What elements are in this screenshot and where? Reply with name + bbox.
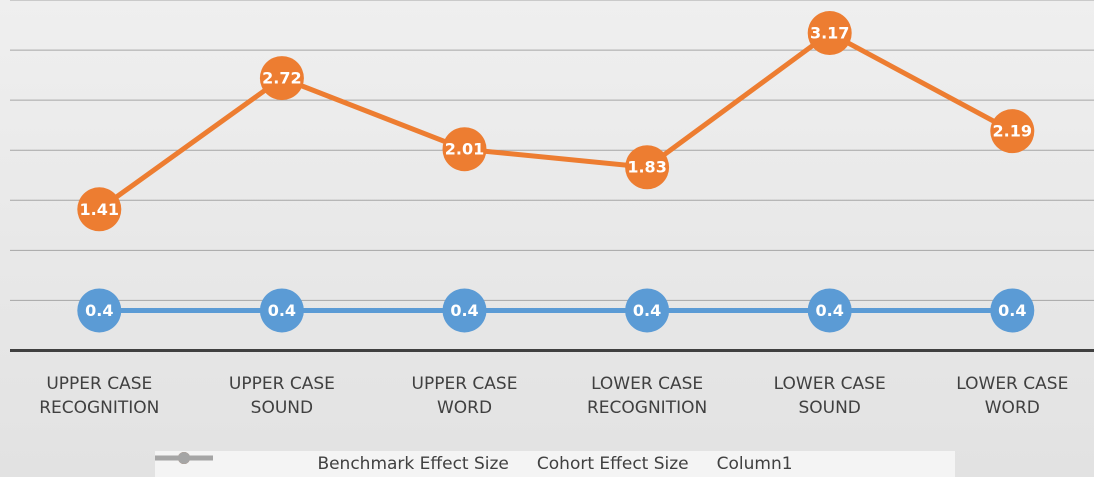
x-tick-label: UPPER CASE RECOGNITION <box>39 374 160 418</box>
data-point <box>442 127 487 172</box>
data-point <box>990 288 1035 333</box>
data-label: 0.4 <box>268 301 296 320</box>
data-label: 3.17 <box>810 24 849 43</box>
data-label: 2.19 <box>993 122 1032 141</box>
data-point <box>807 288 852 333</box>
data-point <box>442 288 487 333</box>
x-tick-label: UPPER CASE SOUND <box>228 374 335 418</box>
data-label: 0.4 <box>85 301 113 320</box>
series-line <box>97 30 1014 212</box>
data-label: 1.41 <box>80 200 119 219</box>
data-label: 1.83 <box>627 158 666 177</box>
data-point <box>625 288 670 333</box>
data-point <box>259 288 304 333</box>
legend-item: Column1 <box>155 452 793 474</box>
x-tick-label: UPPER CASE WORD <box>411 374 518 418</box>
x-tick-label: LOWER CASE RECOGNITION <box>586 374 708 418</box>
data-point <box>77 187 122 232</box>
legend-swatch <box>155 452 213 464</box>
data-point <box>77 288 122 333</box>
data-point <box>807 11 852 56</box>
data-label: 2.01 <box>445 140 484 159</box>
data-point <box>259 56 304 101</box>
legend-label: Benchmark Effect Size <box>317 454 509 474</box>
legend-item: Benchmark Effect Size <box>155 452 509 474</box>
x-tick-label: LOWER CASE WORD <box>956 374 1069 418</box>
data-label: 0.4 <box>450 301 478 320</box>
legend-item: Cohort Effect Size <box>155 452 689 474</box>
data-label: 0.4 <box>998 301 1026 320</box>
legend-marker <box>178 452 190 464</box>
legend: Benchmark Effect Size Cohort Effect Size C… <box>155 451 955 477</box>
data-label: 2.72 <box>262 69 301 88</box>
legend-label: Column1 <box>716 454 793 474</box>
data-point <box>990 109 1035 154</box>
data-point <box>625 145 670 190</box>
data-label: 0.4 <box>633 301 661 320</box>
legend-label: Cohort Effect Size <box>536 454 689 474</box>
x-tick-label: LOWER CASE SOUND <box>773 374 886 418</box>
data-label: 0.4 <box>816 301 844 320</box>
